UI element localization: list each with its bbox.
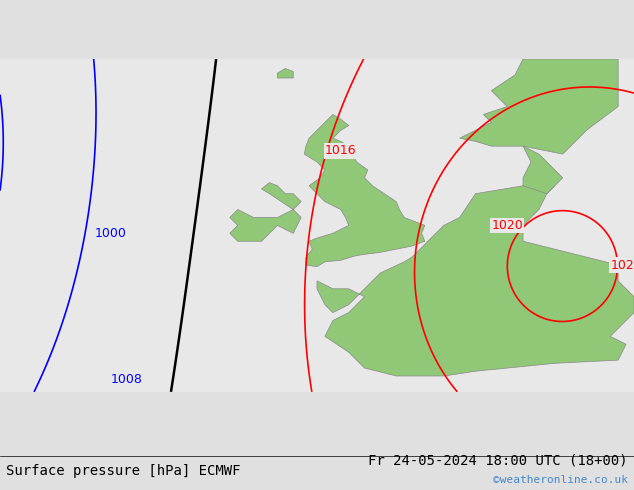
Polygon shape — [317, 178, 634, 376]
Text: ©weatheronline.co.uk: ©weatheronline.co.uk — [493, 475, 628, 485]
Polygon shape — [523, 146, 563, 194]
Polygon shape — [304, 115, 425, 267]
Text: 1000: 1000 — [95, 227, 127, 240]
Text: Surface pressure [hPa] ECMWF: Surface pressure [hPa] ECMWF — [6, 464, 241, 478]
Polygon shape — [230, 183, 301, 241]
Text: 1020: 1020 — [491, 219, 523, 232]
Polygon shape — [278, 69, 293, 78]
Text: 1020: 1020 — [610, 259, 634, 271]
Text: 1008: 1008 — [111, 372, 143, 386]
Polygon shape — [460, 59, 618, 154]
Text: 1016: 1016 — [325, 145, 356, 157]
Text: Fr 24-05-2024 18:00 UTC (18+00): Fr 24-05-2024 18:00 UTC (18+00) — [368, 454, 628, 468]
